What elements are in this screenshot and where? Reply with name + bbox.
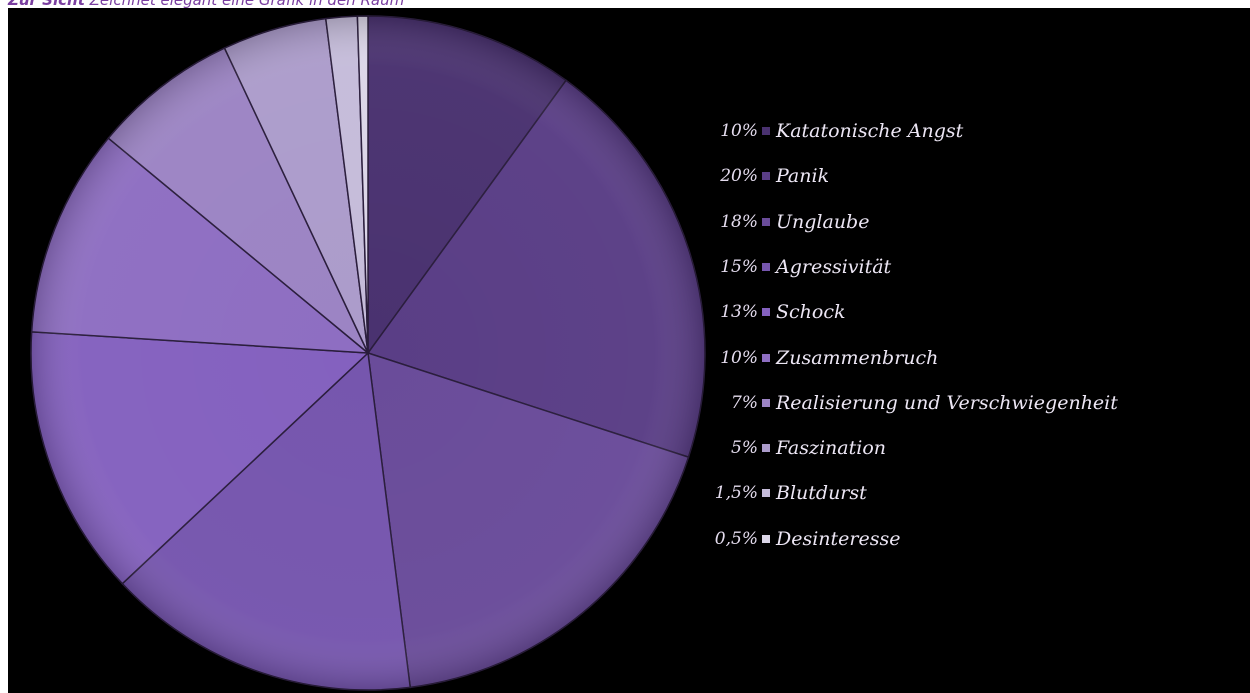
legend-swatch — [762, 262, 770, 271]
legend-percentage: 1,5% — [714, 483, 758, 504]
legend-percentage: 10% — [720, 347, 758, 368]
legend: 10% Katatonische Angst 20% Panik 18% Unglaube… — [8, 8, 1250, 693]
legend-label: Katatonische Angst — [776, 120, 964, 142]
legend-label: Faszination — [776, 437, 887, 460]
legend-label: Desinteresse — [776, 527, 901, 550]
legend-label: Unglaube — [776, 210, 870, 233]
legend-swatch — [762, 534, 770, 543]
legend-swatch — [762, 172, 770, 181]
legend-swatch — [762, 398, 770, 407]
legend-label: Agressivität — [776, 255, 892, 278]
legend-swatch — [762, 489, 770, 498]
legend-swatch — [762, 127, 770, 135]
legend-swatch — [762, 444, 770, 453]
caption-text: Zeichnet elegant eine Grafik in den Raum — [89, 0, 405, 9]
legend-label: Zusammenbruch — [776, 346, 939, 369]
legend-label: Realisierung und Verschwiegenheit — [776, 391, 1118, 414]
legend-percentage: 20% — [720, 166, 758, 187]
legend-percentage: 13% — [720, 302, 758, 323]
caption-bold: Zur Sicht — [8, 0, 85, 9]
chart-caption: Zur Sicht Zeichnet elegant eine Grafik i… — [8, 0, 405, 9]
chart-area: 10% Katatonische Angst 20% Panik 18% Unglaube… — [8, 8, 1250, 693]
legend-swatch — [762, 308, 770, 317]
legend-label: Blutdurst — [776, 482, 867, 505]
legend-swatch — [762, 353, 770, 362]
legend-label: Panik — [776, 165, 830, 188]
legend-percentage: 15% — [720, 256, 758, 277]
legend-percentage: 5% — [731, 438, 758, 459]
legend-percentage: 7% — [731, 392, 758, 413]
legend-swatch — [762, 217, 770, 226]
legend-percentage: 10% — [720, 121, 758, 141]
legend-percentage: 18% — [720, 211, 758, 232]
legend-percentage: 0,5% — [714, 528, 758, 549]
legend-label: Schock — [776, 301, 846, 324]
